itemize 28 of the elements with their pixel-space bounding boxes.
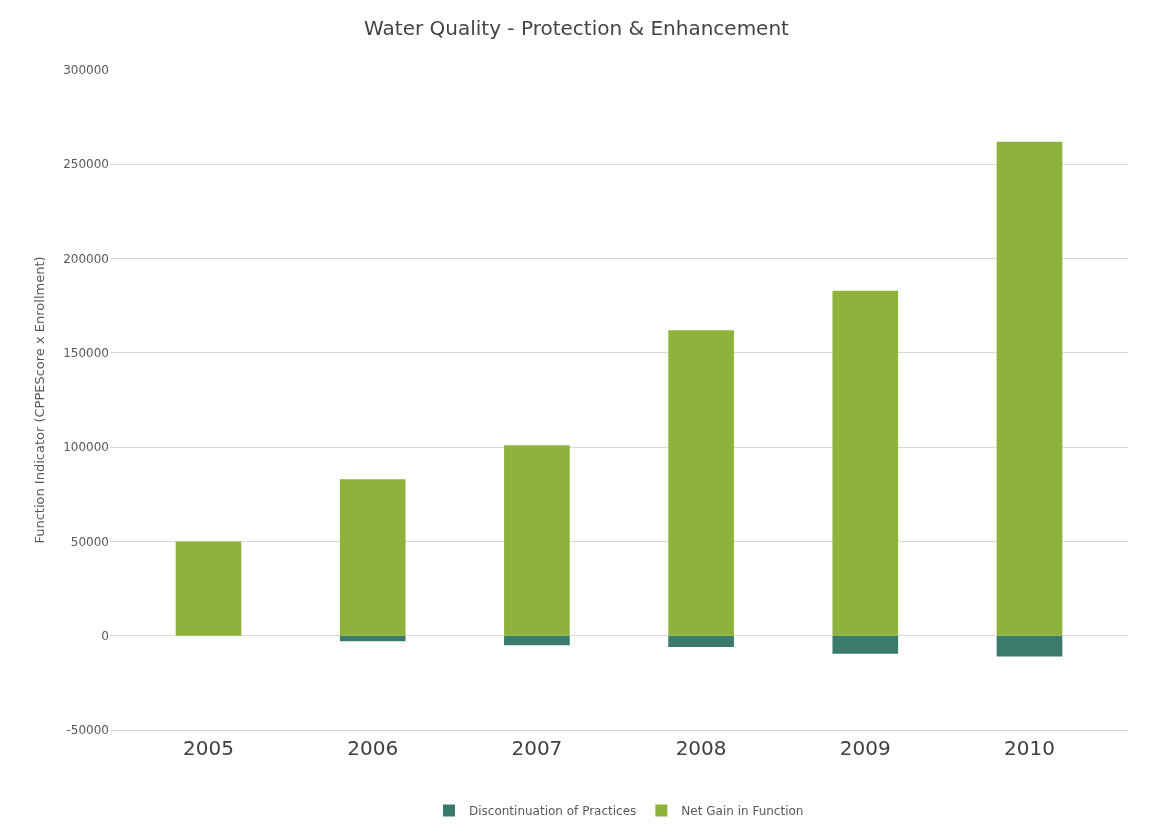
y-tick-label: 300000 — [63, 63, 109, 78]
legend-label: Discontinuation of Practices — [469, 804, 637, 819]
bar — [339, 479, 406, 636]
y-tick-label: -50000 — [66, 723, 109, 738]
y-tick-label: 150000 — [63, 346, 109, 361]
y-tick-label: 200000 — [63, 251, 109, 266]
chart-title: Water Quality - Protection & Enhancement — [364, 16, 790, 40]
bar — [504, 635, 570, 646]
y-tick-label: 50000 — [70, 534, 109, 549]
bar — [832, 290, 899, 636]
bar — [668, 635, 734, 648]
legend-label: Net Gain in Function — [681, 804, 804, 819]
y-tick-label: 250000 — [63, 157, 109, 172]
x-tick-label: 2007 — [511, 736, 563, 760]
bar — [996, 141, 1063, 636]
x-tick-label: 2008 — [675, 736, 727, 760]
x-tick-label: 2005 — [183, 736, 234, 760]
y-tick-label: 100000 — [63, 440, 109, 455]
bar — [668, 330, 734, 636]
x-tick-label: 2010 — [1004, 736, 1055, 760]
x-tick-label: 2009 — [839, 736, 891, 760]
y-tick-label: 0 — [101, 628, 109, 643]
y-axis-title: Function Indicator (CPPEScore x Enrollment) — [32, 256, 48, 544]
bar — [996, 635, 1063, 657]
bar — [832, 635, 899, 654]
x-tick-label: 2006 — [347, 736, 399, 760]
bar — [175, 541, 242, 636]
bar — [504, 445, 570, 636]
